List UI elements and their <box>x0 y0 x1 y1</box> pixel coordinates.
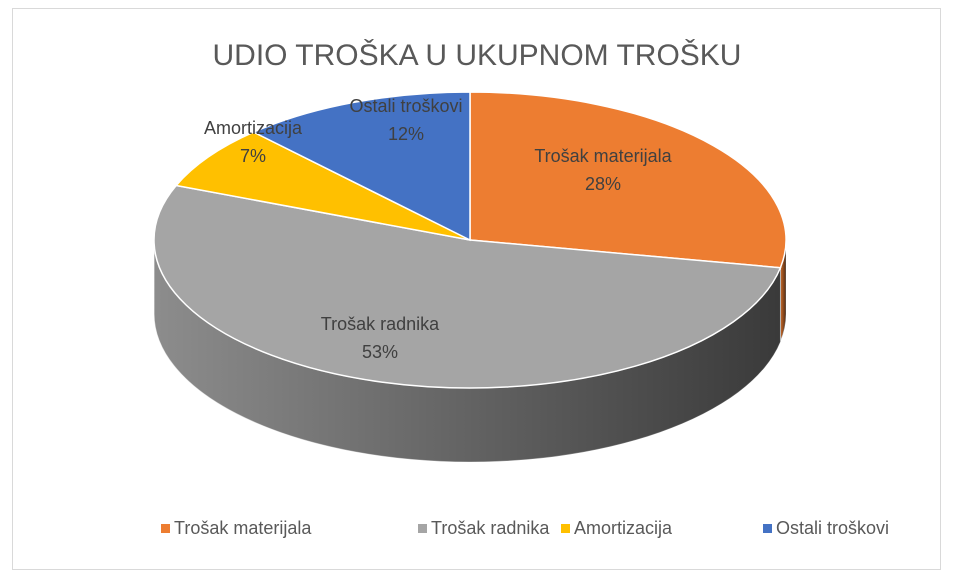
legend-label: Trošak materijala <box>174 518 312 538</box>
data-label-value: 53% <box>362 342 398 362</box>
data-label-value: 7% <box>240 146 266 166</box>
data-label-value: 28% <box>585 174 621 194</box>
legend-swatch <box>561 524 570 533</box>
legend-label: Ostali troškovi <box>776 518 889 538</box>
slice <box>251 91 471 242</box>
slice <box>153 184 782 389</box>
slice <box>469 91 787 269</box>
legend-swatch <box>763 524 772 533</box>
slice-side-shade <box>154 240 781 463</box>
data-label-value: 12% <box>388 124 424 144</box>
legend-label: Trošak radnika <box>431 518 550 538</box>
data-label-name: Ostali troškovi <box>349 96 462 116</box>
chart-title: UDIO TROŠKA U UKUPNOM TROŠKU <box>213 38 742 72</box>
legend-swatch <box>418 524 427 533</box>
legend-label: Amortizacija <box>574 518 673 538</box>
data-label-name: Amortizacija <box>204 118 303 138</box>
slice <box>174 131 471 241</box>
legend-swatch <box>161 524 170 533</box>
data-label-name: Trošak materijala <box>534 146 672 166</box>
data-label-name: Trošak radnika <box>321 314 440 334</box>
